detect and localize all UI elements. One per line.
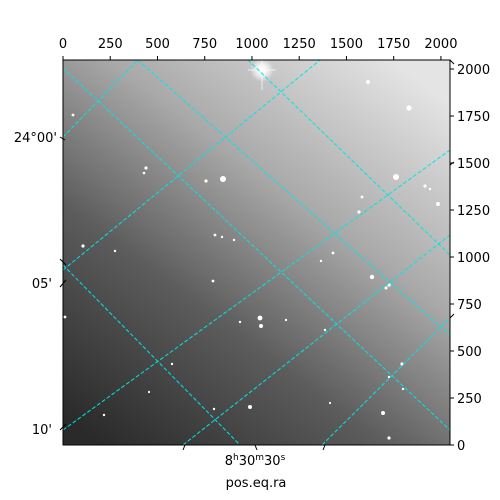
right-tick-label-2: 500 <box>457 345 482 360</box>
star-18 <box>331 251 335 255</box>
star-12 <box>357 210 361 214</box>
star-39 <box>147 390 151 394</box>
star-31 <box>387 375 391 379</box>
top-tick-label-5: 1250 <box>283 37 316 52</box>
star-2 <box>220 176 226 182</box>
star-28 <box>238 320 242 324</box>
star-7 <box>393 174 399 180</box>
star-30 <box>400 362 404 366</box>
star-17 <box>113 249 117 253</box>
top-tick-label-8: 2000 <box>424 37 457 52</box>
right-pixel-axis: 0 250 500 750 1000 1250 1500 1750 2000 <box>450 63 490 454</box>
sky-image <box>63 60 450 445</box>
star-33 <box>381 411 385 415</box>
star-20 <box>369 274 375 280</box>
star-27 <box>323 328 327 332</box>
ra-grid-line-3 <box>247 60 450 256</box>
star-15 <box>232 238 236 242</box>
grid-edge-ticks <box>449 59 455 319</box>
right-tick-label-6: 1500 <box>457 157 490 172</box>
star-14 <box>220 235 224 239</box>
right-tick-label-0: 0 <box>457 439 465 454</box>
dec-tick-label-1: 05' <box>32 277 52 292</box>
star-9 <box>428 187 432 191</box>
right-tick-label-3: 750 <box>457 298 482 313</box>
top-tick-label-3: 750 <box>192 37 217 52</box>
coordinate-grid <box>63 60 450 445</box>
ra-grid-line-2 <box>137 60 450 336</box>
star-29 <box>63 315 67 319</box>
dec-grid-line-3 <box>182 234 450 445</box>
right-tick-label-4: 1000 <box>457 251 490 266</box>
ra-tick-label: 8h30m30s <box>225 453 286 469</box>
right-tick-label-1: 250 <box>457 392 482 407</box>
star-19 <box>319 259 323 263</box>
star-34 <box>387 436 391 440</box>
left-dec-axis: 24°00' 05' 10' <box>14 131 67 438</box>
star-23 <box>211 279 215 283</box>
star-32 <box>401 387 405 391</box>
star-38 <box>212 407 216 411</box>
star-11 <box>360 195 364 199</box>
star-35 <box>248 405 252 409</box>
star-10 <box>436 202 440 206</box>
plot-frame <box>62 59 451 446</box>
star-22 <box>384 286 388 290</box>
dec-grid-line-4 <box>321 317 450 445</box>
star-6 <box>71 113 75 117</box>
dec-tick-label-0: 24°00' <box>14 131 57 146</box>
star-1 <box>366 80 370 84</box>
star-37 <box>102 413 106 417</box>
star-8 <box>423 184 427 188</box>
dec-grid-line-2 <box>63 149 450 431</box>
star-36 <box>170 362 174 366</box>
bottom-ra-axis: 8h30m30s pos.eq.ra <box>182 444 326 491</box>
top-pixel-axis: 0 250 500 750 1000 1250 1500 1750 2000 <box>59 37 457 60</box>
star-26 <box>284 318 288 322</box>
dec-tick-label-2: 10' <box>32 423 52 438</box>
top-tick-label-6: 1500 <box>330 37 363 52</box>
star-3 <box>204 179 208 183</box>
x-axis-title: pos.eq.ra <box>226 476 287 491</box>
ra-grid-line-1 <box>63 264 241 445</box>
right-tick-label-7: 1750 <box>457 110 490 125</box>
top-tick-label-4: 1000 <box>235 37 268 52</box>
star-25 <box>259 324 263 328</box>
star-5 <box>142 171 146 175</box>
ra-grid-line-0 <box>63 67 450 431</box>
right-tick-label-8: 2000 <box>457 63 490 78</box>
top-tick-label-7: 1750 <box>377 37 410 52</box>
top-tick-label-0: 0 <box>59 37 67 52</box>
top-tick-label-1: 250 <box>98 37 123 52</box>
dec-grid-line-1 <box>63 60 321 271</box>
star-16 <box>81 244 85 248</box>
star-24 <box>257 315 263 321</box>
top-tick-label-2: 500 <box>145 37 170 52</box>
star-4 <box>144 166 148 170</box>
right-tick-label-5: 1250 <box>457 204 490 219</box>
star-40 <box>328 401 332 405</box>
star-13 <box>213 233 217 237</box>
star-0 <box>406 105 412 111</box>
